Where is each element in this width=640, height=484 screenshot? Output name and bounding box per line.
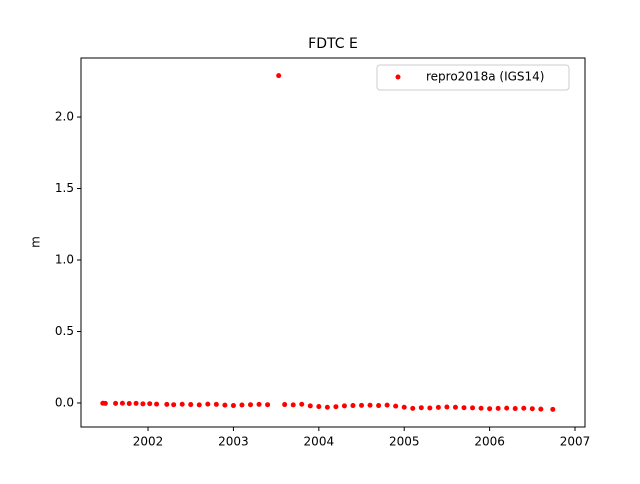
y-tick-label: 2.0 — [55, 110, 74, 124]
axes-frame — [80, 57, 586, 428]
data-point — [410, 405, 416, 411]
data-point — [324, 404, 330, 410]
legend-marker — [395, 74, 401, 80]
data-point — [265, 402, 271, 408]
data-point — [333, 404, 339, 410]
data-point — [230, 403, 236, 409]
data-point — [367, 402, 373, 408]
y-tick-label: 1.0 — [55, 253, 74, 267]
data-point — [529, 406, 535, 412]
data-point — [550, 406, 556, 412]
x-tick-label: 2003 — [218, 435, 249, 449]
data-point — [384, 402, 390, 408]
data-point — [179, 401, 185, 407]
data-point — [213, 401, 219, 407]
x-tick-label: 2004 — [304, 435, 335, 449]
data-point — [359, 402, 365, 408]
x-tick-label: 2007 — [560, 435, 591, 449]
data-point — [102, 400, 108, 406]
data-point — [113, 400, 119, 406]
y-axis-label: m — [29, 236, 43, 248]
y-tick-label: 0.5 — [55, 324, 74, 338]
data-point — [140, 401, 146, 407]
legend-box — [376, 64, 570, 91]
data-point — [188, 402, 194, 408]
data-point — [376, 403, 382, 409]
legend-label: repro2018a (IGS14) — [426, 70, 544, 84]
y-tick-label: 1.5 — [55, 181, 74, 195]
data-point — [171, 402, 177, 408]
data-point — [461, 405, 467, 411]
data-point — [393, 403, 399, 409]
data-point — [512, 406, 518, 412]
data-point — [538, 406, 544, 412]
data-point — [248, 402, 254, 408]
x-tick-label: 2005 — [389, 435, 420, 449]
data-point — [256, 401, 262, 407]
data-point — [341, 403, 347, 409]
data-point — [444, 404, 450, 410]
data-point — [196, 402, 202, 408]
data-point — [418, 405, 424, 411]
data-point — [521, 405, 527, 411]
chart-title: FDTC E — [308, 36, 358, 52]
data-point — [427, 405, 433, 411]
x-tick-label: 2002 — [133, 435, 164, 449]
data-point — [276, 73, 282, 79]
data-point — [119, 400, 125, 406]
data-point — [282, 402, 288, 408]
data-point — [435, 404, 441, 410]
y-tick-label: 0.0 — [55, 395, 74, 409]
data-point — [495, 405, 501, 411]
data-point — [316, 404, 322, 410]
data-point — [350, 403, 356, 409]
data-point — [307, 403, 313, 409]
data-point — [164, 401, 170, 407]
data-point — [222, 402, 228, 408]
data-point — [133, 400, 139, 406]
data-point — [205, 401, 211, 407]
data-point — [239, 402, 245, 408]
data-point — [154, 401, 160, 407]
data-point — [478, 405, 484, 411]
data-point — [470, 405, 476, 411]
data-point — [147, 401, 153, 407]
data-point — [401, 404, 407, 410]
data-point — [299, 401, 305, 407]
data-point — [487, 406, 493, 412]
data-point — [290, 402, 296, 408]
data-point — [452, 404, 458, 410]
x-tick-label: 2006 — [474, 435, 505, 449]
data-point — [504, 405, 510, 411]
data-point — [126, 401, 132, 407]
